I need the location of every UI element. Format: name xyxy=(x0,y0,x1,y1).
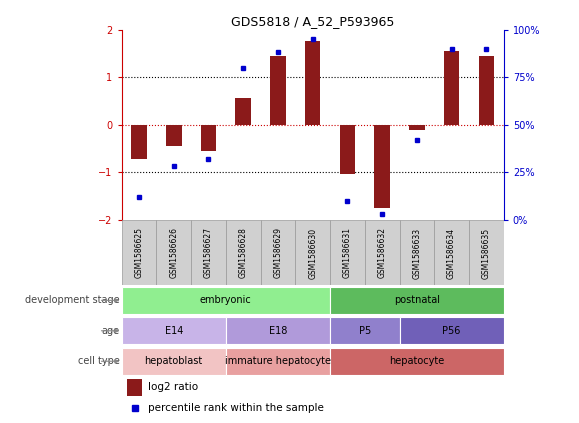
Bar xyxy=(305,41,321,125)
Text: percentile rank within the sample: percentile rank within the sample xyxy=(148,403,324,413)
FancyBboxPatch shape xyxy=(156,220,191,285)
FancyBboxPatch shape xyxy=(226,317,330,344)
FancyBboxPatch shape xyxy=(330,317,400,344)
Text: GSM1586631: GSM1586631 xyxy=(343,228,352,278)
Text: age: age xyxy=(101,326,120,336)
Bar xyxy=(200,125,216,151)
Text: hepatoblast: hepatoblast xyxy=(145,356,203,366)
Text: E18: E18 xyxy=(269,326,287,336)
Bar xyxy=(127,379,142,396)
Text: development stage: development stage xyxy=(25,295,120,305)
Bar xyxy=(409,125,425,130)
Text: P5: P5 xyxy=(358,326,371,336)
Text: hepatocyte: hepatocyte xyxy=(389,356,445,366)
Text: GSM1586625: GSM1586625 xyxy=(134,228,144,278)
FancyBboxPatch shape xyxy=(122,287,330,314)
Text: P56: P56 xyxy=(442,326,461,336)
FancyBboxPatch shape xyxy=(330,287,504,314)
Text: GSM1586626: GSM1586626 xyxy=(169,228,178,278)
FancyBboxPatch shape xyxy=(261,220,295,285)
FancyBboxPatch shape xyxy=(191,220,226,285)
FancyBboxPatch shape xyxy=(469,220,504,285)
Text: log2 ratio: log2 ratio xyxy=(148,382,198,393)
Bar xyxy=(374,125,390,208)
Text: GSM1586632: GSM1586632 xyxy=(378,228,387,278)
Bar xyxy=(166,125,181,146)
Text: embryonic: embryonic xyxy=(200,295,252,305)
Text: GSM1586630: GSM1586630 xyxy=(308,228,317,278)
Bar xyxy=(235,99,251,125)
Text: cell type: cell type xyxy=(78,356,120,366)
FancyBboxPatch shape xyxy=(400,220,434,285)
FancyBboxPatch shape xyxy=(122,348,226,375)
FancyBboxPatch shape xyxy=(122,220,156,285)
Text: GSM1586629: GSM1586629 xyxy=(273,228,283,278)
Text: E14: E14 xyxy=(164,326,183,336)
FancyBboxPatch shape xyxy=(226,220,261,285)
Text: GSM1586634: GSM1586634 xyxy=(447,228,456,278)
Text: postnatal: postnatal xyxy=(394,295,440,305)
Bar xyxy=(131,125,147,159)
FancyBboxPatch shape xyxy=(295,220,330,285)
FancyBboxPatch shape xyxy=(365,220,400,285)
Bar xyxy=(478,56,494,125)
FancyBboxPatch shape xyxy=(400,317,504,344)
Text: GSM1586635: GSM1586635 xyxy=(482,228,491,278)
Text: immature hepatocyte: immature hepatocyte xyxy=(225,356,331,366)
FancyBboxPatch shape xyxy=(122,317,226,344)
FancyBboxPatch shape xyxy=(226,348,330,375)
Text: GSM1586627: GSM1586627 xyxy=(204,228,213,278)
Text: GSM1586633: GSM1586633 xyxy=(412,228,422,278)
Text: GSM1586628: GSM1586628 xyxy=(239,228,248,278)
Title: GDS5818 / A_52_P593965: GDS5818 / A_52_P593965 xyxy=(231,16,394,28)
Bar xyxy=(270,56,285,125)
FancyBboxPatch shape xyxy=(330,220,365,285)
Bar xyxy=(444,51,459,125)
FancyBboxPatch shape xyxy=(434,220,469,285)
Bar xyxy=(339,125,355,174)
FancyBboxPatch shape xyxy=(330,348,504,375)
